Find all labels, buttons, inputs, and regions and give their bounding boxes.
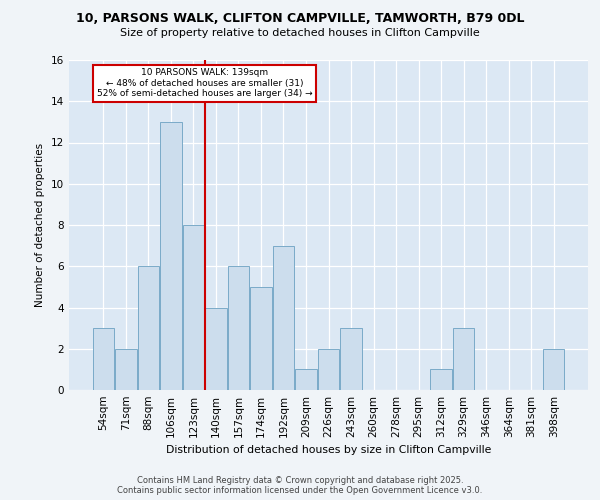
Bar [160,122,182,390]
Bar [228,266,249,390]
Text: Contains HM Land Registry data © Crown copyright and database right 2025.
Contai: Contains HM Land Registry data © Crown c… [118,476,482,495]
Bar [115,349,137,390]
Bar [295,370,317,390]
Bar [182,225,204,390]
Text: 10, PARSONS WALK, CLIFTON CAMPVILLE, TAMWORTH, B79 0DL: 10, PARSONS WALK, CLIFTON CAMPVILLE, TAM… [76,12,524,26]
Text: Size of property relative to detached houses in Clifton Campville: Size of property relative to detached ho… [120,28,480,38]
Bar [205,308,227,390]
Bar [137,266,159,390]
Bar [318,349,339,390]
Bar [250,287,272,390]
Bar [340,328,362,390]
Text: 10 PARSONS WALK: 139sqm
← 48% of detached houses are smaller (31)
52% of semi-de: 10 PARSONS WALK: 139sqm ← 48% of detache… [97,68,313,98]
Y-axis label: Number of detached properties: Number of detached properties [35,143,46,307]
Bar [453,328,475,390]
Bar [543,349,565,390]
Bar [92,328,114,390]
Bar [430,370,452,390]
X-axis label: Distribution of detached houses by size in Clifton Campville: Distribution of detached houses by size … [166,446,491,456]
Bar [273,246,294,390]
